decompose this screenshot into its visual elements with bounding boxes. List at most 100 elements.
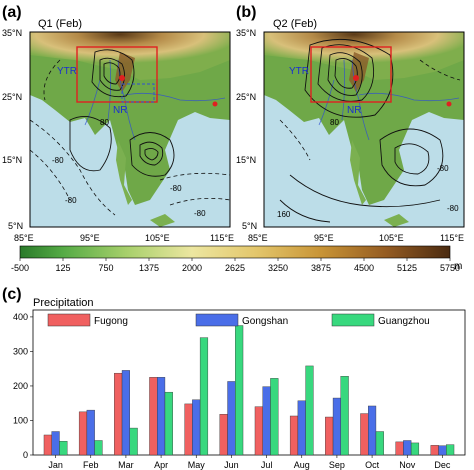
lat-tick-b-5: 5°N	[242, 221, 257, 231]
lat-tick-a-35: 35°N	[2, 28, 22, 38]
bar-gongshan-jan	[51, 431, 60, 456]
x-tick-label: Jul	[261, 460, 273, 470]
colorbar-tick-label: 3875	[311, 263, 331, 273]
bar-gongshan-sep	[332, 397, 341, 456]
y-tick-label: 300	[13, 346, 28, 356]
colorbar-unit: m	[454, 261, 462, 272]
bar-guangzhou-feb	[94, 440, 103, 456]
x-tick-label: Oct	[365, 460, 380, 470]
bar-fugong-mar	[114, 372, 123, 456]
lat-tick-b-25: 25°N	[236, 92, 256, 102]
map-panel-a: (a) Q1 (Feb)	[2, 4, 234, 243]
nr-label-a: NR	[113, 105, 127, 116]
colorbar-gradient	[19, 245, 451, 259]
bar-gongshan-aug	[297, 400, 306, 456]
colorbar-tick-label: 125	[55, 263, 70, 273]
colorbar-tick-label: 1375	[139, 263, 159, 273]
station-marker-a	[119, 75, 125, 81]
map-title-a: Q1 (Feb)	[38, 18, 82, 30]
bar-guangzhou-jun	[235, 325, 244, 456]
bar-gongshan-nov	[403, 440, 412, 456]
lon-tick-a-95: 95°E	[80, 233, 100, 243]
bar-fugong-apr	[149, 377, 158, 456]
bar-fugong-jun	[219, 414, 228, 456]
y-tick-label: 100	[13, 415, 28, 425]
contour-label-b-2: -80	[447, 204, 459, 213]
panel-letter-a: (a)	[2, 4, 22, 21]
bar-fugong-may	[184, 403, 193, 456]
ytr-label-a: YTR	[57, 66, 77, 77]
legend-swatch-fugong	[47, 313, 91, 327]
bar-gongshan-mar	[121, 370, 130, 456]
colorbar-tick-label: -500	[11, 263, 29, 273]
colorbar-tick-label: 2000	[182, 263, 202, 273]
neg-contours-a	[30, 59, 230, 216]
legend: Fugong Gongshan Guangzhou	[47, 313, 430, 327]
study-box-a	[76, 46, 158, 103]
lat-tick-b-35: 35°N	[236, 28, 256, 38]
lat-tick-a-15: 15°N	[2, 155, 22, 165]
colorbar-tick-label: 5750	[440, 263, 460, 273]
lon-tick-a-105: 105°E	[145, 233, 170, 243]
bar-guangzhou-may	[199, 337, 209, 456]
bar-fugong-nov	[395, 441, 404, 456]
bar-fugong-oct	[360, 413, 369, 456]
ytr-label-b: YTR	[289, 66, 309, 77]
contour-label-a-3: 80	[100, 118, 109, 127]
bar-guangzhou-oct	[375, 431, 384, 456]
lon-tick-b-115: 115°E	[440, 233, 464, 243]
contour-label-b-1: -80	[437, 164, 449, 173]
colorbar-tick-label: 4500	[354, 263, 374, 273]
colorbar-tick-label: 5125	[397, 263, 417, 273]
bar-guangzhou-nov	[410, 442, 420, 456]
bar-gongshan-jun	[227, 381, 236, 456]
lat-tick-b-15: 15°N	[236, 155, 256, 165]
x-tick-label: Feb	[83, 460, 99, 470]
chart-title: Precipitation	[33, 297, 94, 309]
contour-label-b-3: 160	[277, 210, 291, 219]
neg-contours-b	[279, 59, 461, 161]
lon-tick-b-105: 105°E	[379, 233, 404, 243]
x-tick-label: Jun	[224, 460, 239, 470]
legend-swatch-guangzhou	[331, 313, 375, 327]
bar-guangzhou-jul	[270, 378, 279, 456]
contour-label-a-4: -80	[170, 184, 182, 193]
guangzhou-marker-b	[446, 101, 452, 107]
bar-guangzhou-mar	[129, 427, 138, 456]
contour-label-b-4: 80	[330, 118, 339, 127]
y-tick-label: 200	[13, 381, 28, 391]
x-axis: Jan Feb Mar Apr May Jun Jul Aug Sep Oct Nov Dec	[48, 455, 451, 470]
map-title-b: Q2 (Feb)	[273, 18, 317, 30]
bar-gongshan-oct	[368, 405, 377, 456]
legend-label-gongshan: Gongshan	[242, 316, 288, 327]
panel-letter-c: (c)	[2, 286, 22, 303]
peninsula-b	[350, 140, 366, 205]
nr-box-a	[121, 83, 155, 103]
x-tick-label: May	[188, 460, 206, 470]
bar-fugong-sep	[325, 416, 334, 456]
rivers-b	[318, 59, 460, 141]
peninsula-a	[116, 140, 132, 205]
x-tick-label: Jan	[48, 460, 63, 470]
bar-gongshan-may	[192, 399, 201, 456]
bar-guangzhou-aug	[305, 365, 314, 456]
x-tick-label: Sep	[329, 460, 345, 470]
legend-label-guangzhou: Guangzhou	[378, 316, 430, 327]
lat-ticks-b: 35°N 25°N 15°N 5°N	[236, 28, 257, 231]
island-b	[384, 214, 409, 227]
contour-label-a-1: -80	[52, 156, 64, 165]
colorbar-tick-label: 2625	[225, 263, 245, 273]
x-tick-label: Dec	[434, 460, 451, 470]
rivers-a	[84, 59, 226, 141]
y-axis: 0 100 200 300 400	[13, 312, 33, 460]
map-b-canvas: -80 -80 160 80 YTR NR	[264, 32, 464, 227]
bar-guangzhou-apr	[164, 391, 173, 456]
x-tick-label: Aug	[294, 460, 310, 470]
bar-guangzhou-dec	[446, 444, 455, 456]
bar-fugong-jul	[254, 406, 263, 456]
panel-letter-b: (b)	[236, 4, 256, 21]
map-frame-a	[29, 31, 231, 228]
map-panel-b: (b) Q2 (Feb)	[236, 4, 465, 243]
station-marker-b	[353, 75, 359, 81]
bar-fugong-dec	[430, 445, 439, 456]
